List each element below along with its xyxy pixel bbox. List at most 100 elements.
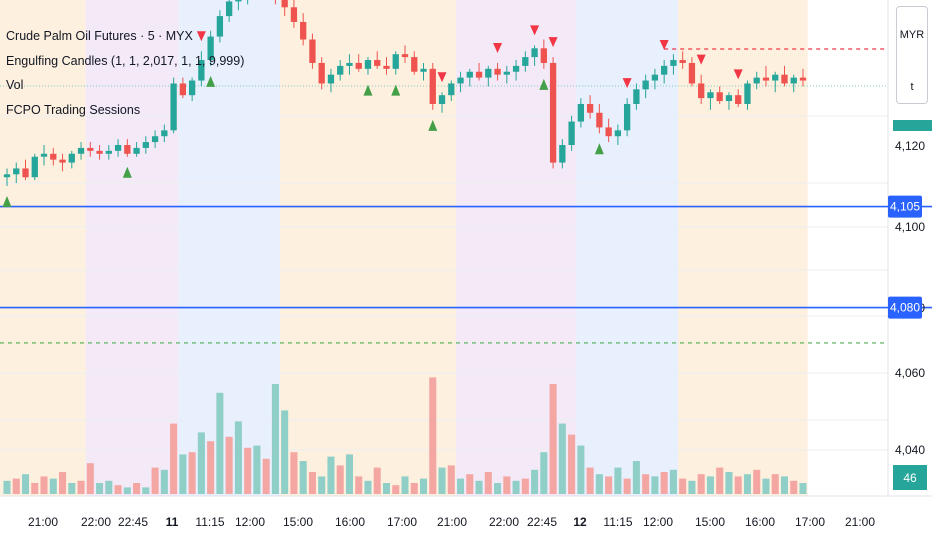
candle-body [633, 89, 640, 104]
candle-body [50, 153, 57, 160]
price-tick-label: 4,040 [895, 443, 925, 457]
candle-body [790, 77, 797, 84]
volume-bar [475, 480, 483, 494]
engulfing-up-signal [539, 78, 549, 90]
volume-bar [234, 421, 242, 494]
volume-bar [716, 467, 724, 494]
volume-bar [642, 474, 650, 494]
candle-body [151, 136, 159, 143]
candle-body [77, 147, 85, 154]
candle-body [114, 145, 122, 151]
price-tick-label: 4,060 [895, 366, 925, 380]
time-tick-label: 12:00 [643, 515, 673, 529]
candle-body [799, 77, 807, 81]
volume-bar [512, 480, 520, 494]
indicator-sessions-label[interactable]: FCPO Trading Sessions [6, 102, 141, 117]
candle-body [225, 1, 233, 17]
time-tick-label: 11 [166, 515, 179, 529]
volume-bar [179, 454, 187, 494]
volume-bar [734, 476, 742, 494]
candle-body [670, 60, 677, 66]
volume-bar [771, 474, 779, 494]
volume-bar [355, 476, 363, 494]
engulfing-down-signal [196, 31, 206, 42]
volume-bar [336, 465, 344, 494]
indicator-volume-label[interactable]: Vol [6, 78, 24, 92]
volume-bar [299, 461, 307, 494]
volume-bar [170, 423, 178, 494]
volume-bar [595, 474, 603, 494]
candle-body [13, 168, 20, 175]
candle-body [383, 65, 390, 69]
candle-body [22, 168, 29, 178]
price-level-tag-label: 4,105 [890, 200, 920, 214]
volume-bar [318, 476, 326, 494]
time-tick-label: 21:00 [437, 515, 467, 529]
candle-body [614, 130, 622, 137]
session-night [85, 0, 179, 496]
current-price-marker [893, 120, 932, 131]
volume-bar [799, 483, 807, 494]
price-tick-label: 4,100 [895, 220, 925, 234]
time-tick-label: 22:00 [489, 515, 519, 529]
time-tick-label: 12 [573, 515, 587, 529]
time-tick-label: 21:00 [845, 515, 875, 529]
engulfing-up-signal [428, 119, 438, 131]
candle-body [309, 39, 316, 63]
volume-bar [327, 456, 335, 494]
candle-body [374, 60, 381, 66]
indicator-engulfing-label[interactable]: Engulfing Candles (1, 1, 2,017, 1, 1, 9,… [6, 53, 245, 68]
engulfing-up-signal [391, 84, 401, 96]
candle-body [762, 77, 770, 81]
symbol-title[interactable]: Crude Palm Oil Futures · 5 · MYX [6, 29, 193, 43]
volume-bar [86, 463, 94, 494]
volume-bar [401, 476, 409, 494]
volume-bar [697, 474, 705, 494]
volume-bar [244, 447, 252, 494]
candle-body [124, 145, 131, 154]
volume-bar [466, 474, 474, 494]
volume-bar [133, 483, 141, 494]
time-tick-label: 22:00 [81, 515, 111, 529]
candle-body [40, 153, 48, 157]
candle-body [355, 62, 362, 69]
volume-bar [114, 485, 122, 494]
candle-body [457, 77, 464, 84]
engulfing-down-signal [530, 25, 540, 36]
unit-label: t [910, 81, 914, 93]
time-tick-label: 12:00 [235, 515, 265, 529]
volume-bar [429, 377, 437, 494]
candle-body [346, 62, 353, 66]
candle-body [475, 71, 483, 78]
engulfing-down-signal [548, 37, 558, 48]
candle-body [753, 77, 760, 84]
candle-body [105, 150, 112, 154]
candle-body [605, 127, 612, 137]
candle-body [235, 0, 242, 2]
candle-body [559, 145, 566, 163]
volume-bar [77, 480, 85, 494]
volume-bar [540, 452, 548, 494]
volume-bar [725, 472, 733, 494]
candle-body [448, 83, 455, 96]
candle-body [290, 7, 298, 22]
volume-bar [660, 472, 668, 494]
volume-bar [49, 478, 57, 494]
engulfing-down-signal [696, 54, 706, 65]
candle-body [401, 54, 409, 58]
candle-body [411, 57, 418, 72]
volume-bar [160, 469, 168, 494]
currency-unit-box[interactable]: MYR t [896, 6, 928, 104]
candle-body [707, 92, 714, 99]
candle-body [549, 62, 557, 163]
volume-bar [151, 467, 159, 494]
engulfing-down-signal [733, 69, 743, 80]
volume-bar [59, 472, 67, 494]
price-level-lines[interactable] [0, 48, 932, 344]
volume-bar [392, 485, 400, 494]
volume-bar [3, 480, 11, 494]
time-axis[interactable]: 21:00 22:00 22:45 11 11:15 12:00 15:00 16:00 17:… [28, 515, 875, 529]
